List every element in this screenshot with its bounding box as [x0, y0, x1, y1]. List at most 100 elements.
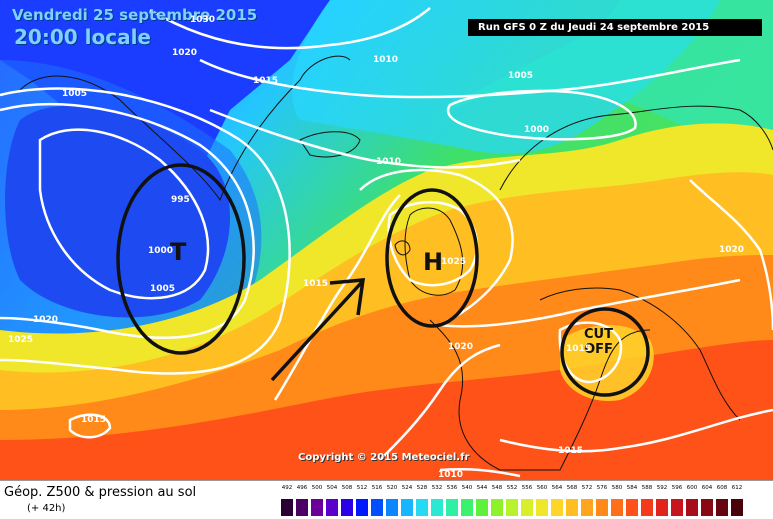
- scale-tick-label: 500: [311, 485, 323, 491]
- isobar-label: 1020: [33, 315, 59, 325]
- isobar-995-loop: [38, 128, 210, 300]
- scale-swatch: [701, 499, 713, 516]
- isobar-1020-east: [439, 278, 741, 328]
- scale-tick-label: 520: [386, 485, 398, 491]
- isobar-label: 1010: [438, 470, 464, 480]
- scale-tick-label: 604: [701, 485, 713, 491]
- scale-swatch: [731, 499, 743, 516]
- isobar-lines: [0, 7, 773, 478]
- scale-swatch: [431, 499, 443, 516]
- scale-tick-label: 544: [476, 485, 488, 491]
- scale-swatch: [686, 499, 698, 516]
- scale-tick-label: 588: [641, 485, 653, 491]
- scale-swatch: [326, 499, 338, 516]
- scale-swatch: [356, 499, 368, 516]
- central-europe-coast: [539, 287, 741, 421]
- isobar-1015-cutoff: [558, 321, 623, 384]
- isobar-1015-south: [379, 343, 501, 461]
- forecast-time: 20:00 locale: [14, 25, 151, 49]
- isobar-label: 1020: [719, 245, 745, 255]
- isobar-label: 1015: [253, 76, 279, 86]
- scale-swatch: [521, 499, 533, 516]
- scale-tick-label: 524: [401, 485, 413, 491]
- forecast-date: Vendredi 25 septembre 2015: [12, 6, 258, 24]
- scale-swatch: [386, 499, 398, 516]
- isobar-label: 1005: [150, 284, 176, 294]
- legend-footer: Géop. Z500 & pression au sol (+ 42h) 492…: [0, 480, 773, 519]
- deep-low-area: [0, 0, 330, 190]
- scale-swatch: [281, 499, 293, 516]
- cutoff-label: CUT OFF: [584, 327, 613, 357]
- model-run-label: Run GFS 0 Z du Jeudi 24 septembre 2015: [468, 19, 762, 36]
- scale-swatch: [296, 499, 308, 516]
- isobar-1020-far-east: [689, 179, 773, 331]
- scale-swatch: [626, 499, 638, 516]
- scale-swatch: [716, 499, 728, 516]
- iceland-coast: [299, 131, 361, 158]
- isobar-1000-closed: [446, 89, 637, 141]
- isobar-label: 1020: [448, 342, 474, 352]
- scale-swatch: [341, 499, 353, 516]
- scale-tick-label: 532: [431, 485, 443, 491]
- isobar-1015-med: [499, 408, 773, 453]
- isobar-1015-west: [273, 194, 401, 401]
- cutoff-label-line1: CUT: [584, 327, 613, 342]
- scale-tick-label: 596: [671, 485, 683, 491]
- france-iberia-coast: [429, 319, 651, 471]
- isobar-1020-high: [359, 168, 514, 327]
- scale-tick-label: 560: [536, 485, 548, 491]
- forecast-map: Vendredi 25 septembre 2015 20:00 locale …: [0, 0, 773, 480]
- cutoff-label-line2: OFF: [584, 342, 613, 357]
- isobar-label: 1015: [303, 279, 329, 289]
- scale-tick-label: 496: [296, 485, 308, 491]
- scale-swatch: [506, 499, 518, 516]
- isobar-label: 1025: [441, 257, 467, 267]
- cutoff-circle: [560, 307, 650, 397]
- isobar-label: 1005: [62, 89, 88, 99]
- scale-swatch: [611, 499, 623, 516]
- high-pressure-circle: [385, 188, 479, 328]
- scale-swatch: [371, 499, 383, 516]
- legend-title: Géop. Z500 & pression au sol: [4, 485, 197, 500]
- scale-tick-label: 608: [716, 485, 728, 491]
- isobar-label: 995: [171, 195, 190, 205]
- isobar-label: 1030: [190, 15, 216, 25]
- scale-swatch: [416, 499, 428, 516]
- scale-tick-label: 572: [581, 485, 593, 491]
- scale-swatch: [581, 499, 593, 516]
- britain-coast: [404, 207, 464, 296]
- flow-arrow-head: [329, 278, 366, 316]
- isobar-label: 1010: [373, 55, 399, 65]
- isobar-label: 1015: [81, 415, 107, 425]
- scale-tick-label: 528: [416, 485, 428, 491]
- scale-swatch: [491, 499, 503, 516]
- scale-swatch: [311, 499, 323, 516]
- scale-tick-label: 580: [611, 485, 623, 491]
- scale-tick-label: 508: [341, 485, 353, 491]
- scale-swatch: [476, 499, 488, 516]
- scale-tick-label: 548: [491, 485, 503, 491]
- scandinavia-zone: [430, 0, 773, 160]
- scale-tick-label: 540: [461, 485, 473, 491]
- isobar-1010-south: [439, 468, 521, 478]
- scale-tick-label: 564: [551, 485, 563, 491]
- isobar-label: 1000: [524, 125, 550, 135]
- scale-swatch: [596, 499, 608, 516]
- isobar-label: 1020: [172, 48, 198, 58]
- low-pressure-circle: [116, 163, 246, 355]
- scale-tick-label: 552: [506, 485, 518, 491]
- isobar-1005-north: [199, 58, 741, 99]
- scale-swatch: [446, 499, 458, 516]
- scale-tick-label: 492: [281, 485, 293, 491]
- annotation-marks: [116, 163, 650, 397]
- scale-tick-label: 592: [656, 485, 668, 491]
- scale-tick-label: 612: [731, 485, 743, 491]
- copyright-text: Copyright © 2015 Meteociel.fr: [298, 452, 470, 463]
- scale-swatch: [671, 499, 683, 516]
- low-symbol: T: [170, 238, 187, 266]
- scale-swatch: [656, 499, 668, 516]
- isobar-1015-atlantic: [68, 413, 112, 439]
- isobar-label: 1015: [558, 446, 584, 456]
- scandinavia-coast: [499, 105, 773, 191]
